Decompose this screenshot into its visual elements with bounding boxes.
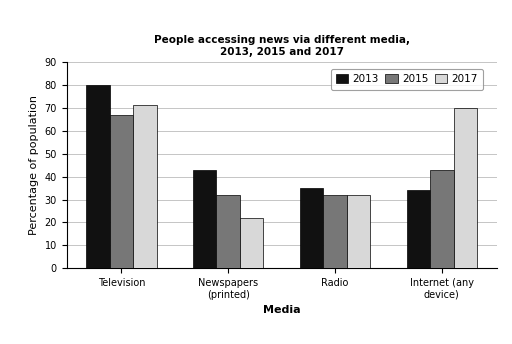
Bar <box>323 195 347 268</box>
Bar <box>193 170 217 268</box>
Bar <box>430 170 454 268</box>
Bar <box>454 108 477 268</box>
Bar <box>217 195 240 268</box>
Bar <box>240 218 264 268</box>
Bar <box>110 115 133 268</box>
Bar <box>407 190 430 268</box>
X-axis label: Media: Media <box>263 305 301 315</box>
Title: People accessing news via different media,
2013, 2015 and 2017: People accessing news via different medi… <box>154 35 410 57</box>
Y-axis label: Percentage of population: Percentage of population <box>29 95 39 235</box>
Bar <box>347 195 370 268</box>
Bar <box>86 85 110 268</box>
Legend: 2013, 2015, 2017: 2013, 2015, 2017 <box>331 69 483 89</box>
Bar <box>300 188 323 268</box>
Bar <box>133 106 157 268</box>
